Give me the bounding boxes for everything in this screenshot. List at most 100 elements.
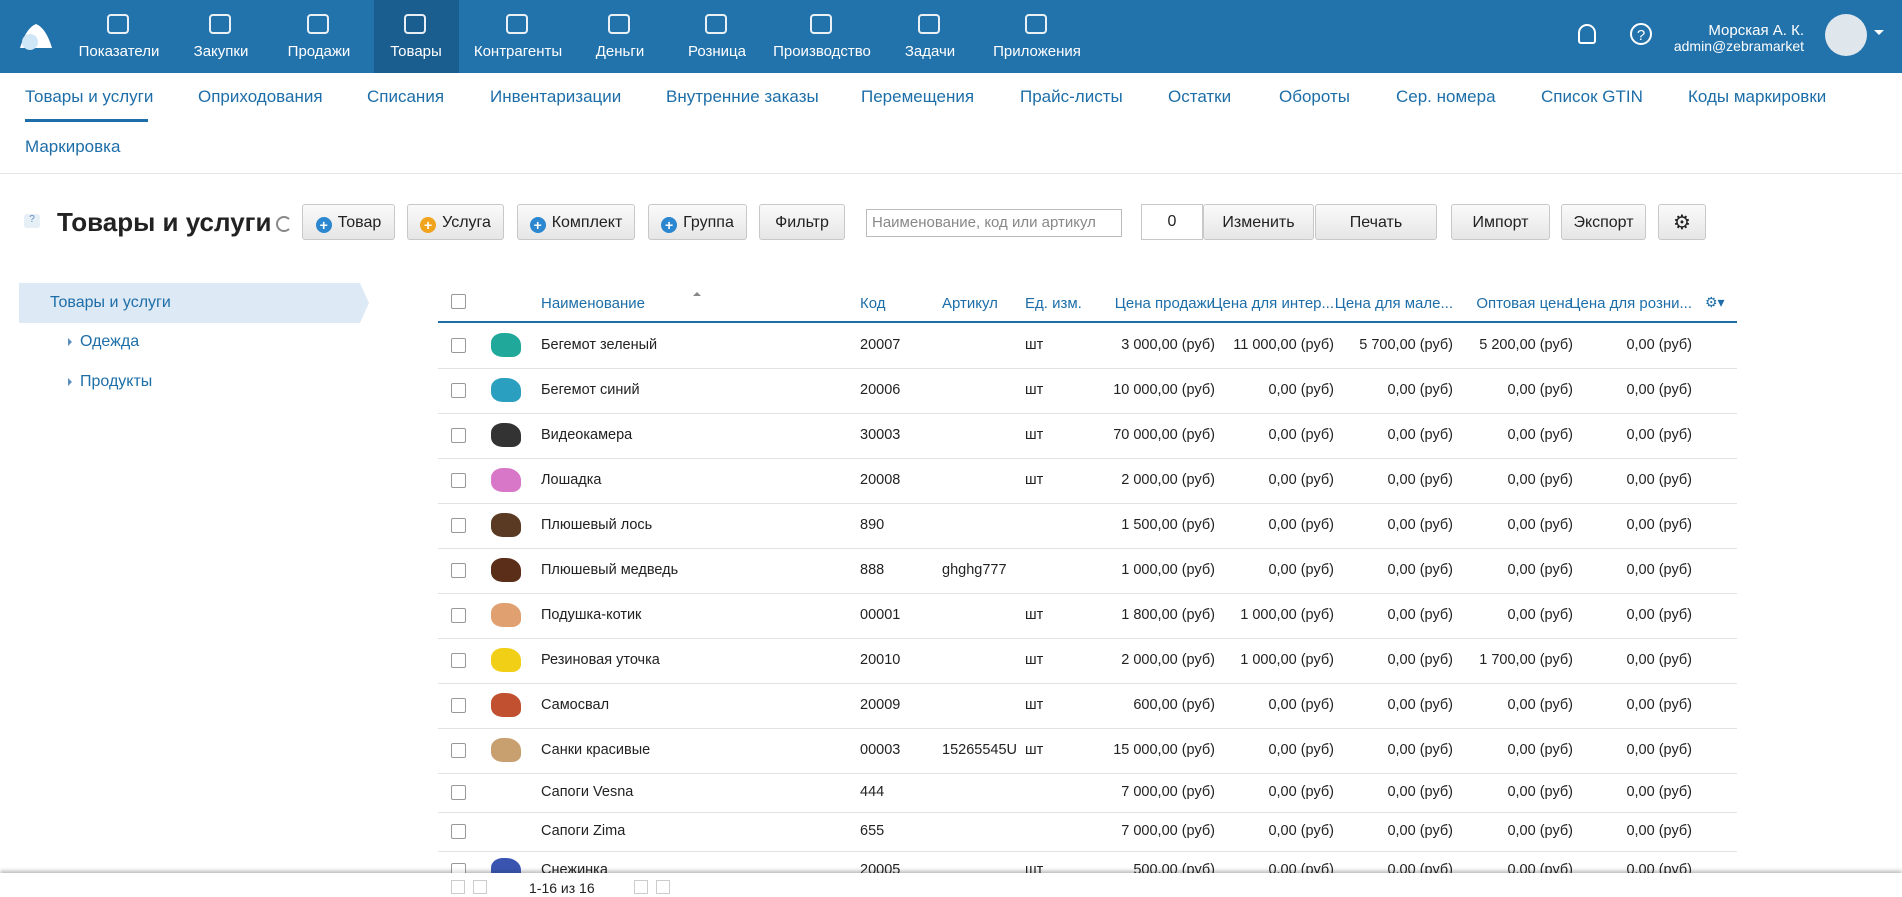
- column-header[interactable]: Цена продажи: [1115, 295, 1215, 312]
- search-input[interactable]: Наименование, код или артикул: [866, 209, 1122, 237]
- tree-node[interactable]: Продукты: [80, 373, 152, 391]
- nav-icon[interactable]: [209, 14, 231, 34]
- cell: 2 000,00 (руб): [1121, 472, 1215, 488]
- nav-item[interactable]: Розница: [657, 43, 777, 60]
- subnav-link[interactable]: Инвентаризации: [490, 87, 621, 107]
- action-button[interactable]: Печать: [1315, 204, 1437, 240]
- toolbar-button[interactable]: +Услуга: [407, 204, 504, 240]
- settings-button[interactable]: ⚙: [1658, 204, 1706, 240]
- subnav-link[interactable]: Списания: [367, 87, 444, 107]
- nav-icon[interactable]: [506, 14, 528, 34]
- subnav-link[interactable]: Оприходования: [198, 87, 323, 107]
- cell[interactable]: Плюшевый лось: [541, 517, 652, 533]
- cell[interactable]: Сапоги Zima: [541, 823, 625, 839]
- tree-node[interactable]: Одежда: [80, 333, 139, 351]
- nav-icon[interactable]: [918, 14, 940, 34]
- help-badge[interactable]: ?: [24, 214, 40, 228]
- column-header[interactable]: Наименование: [541, 295, 645, 312]
- subnav-link[interactable]: Коды маркировки: [1688, 87, 1826, 107]
- subnav-link[interactable]: Сер. номера: [1396, 87, 1496, 107]
- logo[interactable]: [18, 20, 54, 50]
- column-header[interactable]: Артикул: [942, 295, 998, 312]
- cell: шт: [1025, 382, 1043, 398]
- cell[interactable]: Сапоги Vesna: [541, 784, 633, 800]
- row-checkbox[interactable]: [451, 785, 466, 800]
- cell: 0,00 (руб): [1268, 382, 1334, 398]
- tree-arrow[interactable]: [68, 378, 76, 386]
- cell: ghghg777: [942, 562, 1007, 578]
- cell[interactable]: Санки красивые: [541, 742, 650, 758]
- pager-button[interactable]: [451, 880, 465, 894]
- cell[interactable]: Лошадка: [541, 472, 601, 488]
- cell[interactable]: Резиновая уточка: [541, 652, 660, 668]
- cell: 1 800,00 (руб): [1121, 607, 1215, 623]
- cell[interactable]: Бегемот синий: [541, 382, 640, 398]
- row-checkbox[interactable]: [451, 653, 466, 668]
- nav-icon[interactable]: [705, 14, 727, 34]
- toolbar-button[interactable]: +Товар: [302, 204, 395, 240]
- column-header[interactable]: Код: [860, 295, 886, 312]
- pager-button[interactable]: [473, 880, 487, 894]
- action-button[interactable]: Изменить: [1203, 204, 1314, 240]
- row-checkbox[interactable]: [451, 383, 466, 398]
- cell[interactable]: Подушка-котик: [541, 607, 641, 623]
- header-checkbox[interactable]: [451, 294, 466, 309]
- action-button[interactable]: Импорт: [1451, 204, 1550, 240]
- nav-icon[interactable]: [1025, 14, 1047, 34]
- column-header[interactable]: Ед. изм.: [1025, 295, 1082, 312]
- row-checkbox[interactable]: [451, 338, 466, 353]
- row-checkbox[interactable]: [451, 698, 466, 713]
- toolbar-button[interactable]: +Комплект: [517, 204, 635, 240]
- nav-item[interactable]: Приложения: [977, 43, 1097, 60]
- user-email[interactable]: admin@zebramarket: [1674, 38, 1804, 54]
- subnav-link[interactable]: Прайс-листы: [1020, 87, 1123, 107]
- pager-button[interactable]: [634, 880, 648, 894]
- refresh-icon[interactable]: [276, 216, 292, 232]
- toolbar-button[interactable]: +Группа: [648, 204, 747, 240]
- cell[interactable]: Бегемот зеленый: [541, 337, 657, 353]
- help-icon[interactable]: ?: [1630, 23, 1652, 45]
- avatar-caret[interactable]: [1874, 30, 1884, 40]
- nav-icon[interactable]: [404, 14, 426, 34]
- pager-button[interactable]: [656, 880, 670, 894]
- subnav-link[interactable]: Список GTIN: [1541, 87, 1643, 107]
- nav-item[interactable]: Производство: [762, 43, 882, 60]
- subnav-link[interactable]: Товары и услуги: [25, 87, 153, 107]
- cell[interactable]: Самосвал: [541, 697, 609, 713]
- action-button[interactable]: Экспорт: [1561, 204, 1646, 240]
- column-header[interactable]: Оптовая цена: [1476, 295, 1573, 312]
- nav-icon[interactable]: [307, 14, 329, 34]
- column-header[interactable]: Цена для мале...: [1335, 295, 1453, 312]
- subnav-link[interactable]: Обороты: [1279, 87, 1350, 107]
- bell-icon[interactable]: [1578, 24, 1596, 44]
- subnav-link[interactable]: Внутренние заказы: [666, 87, 819, 107]
- user-name[interactable]: Морская А. К.: [1708, 22, 1804, 39]
- tree-arrow[interactable]: [68, 338, 76, 346]
- column-settings[interactable]: ⚙▾: [1705, 294, 1725, 311]
- subnav-link[interactable]: Маркировка: [25, 137, 120, 157]
- cell[interactable]: Видеокамера: [541, 427, 632, 443]
- column-header[interactable]: Цена для розни...: [1569, 295, 1692, 312]
- tree-root[interactable]: Товары и услуги: [50, 294, 171, 312]
- sort-indicator[interactable]: [693, 288, 701, 296]
- subnav-link[interactable]: Остатки: [1168, 87, 1231, 107]
- cell[interactable]: Плюшевый медведь: [541, 562, 678, 578]
- nav-icon[interactable]: [810, 14, 832, 34]
- column-header[interactable]: Цена для интер...: [1211, 295, 1334, 312]
- row-checkbox[interactable]: [451, 824, 466, 839]
- cell: 0,00 (руб): [1626, 697, 1692, 713]
- row-checkbox[interactable]: [451, 518, 466, 533]
- row-checkbox[interactable]: [451, 608, 466, 623]
- nav-item[interactable]: Задачи: [870, 43, 990, 60]
- nav-icon[interactable]: [107, 14, 129, 34]
- subnav-link[interactable]: Перемещения: [861, 87, 974, 107]
- nav-icon[interactable]: [608, 14, 630, 34]
- avatar[interactable]: [1825, 14, 1867, 56]
- row-checkbox[interactable]: [451, 473, 466, 488]
- product-image: [491, 468, 521, 492]
- row-checkbox[interactable]: [451, 428, 466, 443]
- row-checkbox[interactable]: [451, 743, 466, 758]
- row-checkbox[interactable]: [451, 563, 466, 578]
- cell: 0,00 (руб): [1268, 472, 1334, 488]
- toolbar-button[interactable]: Фильтр: [759, 204, 845, 240]
